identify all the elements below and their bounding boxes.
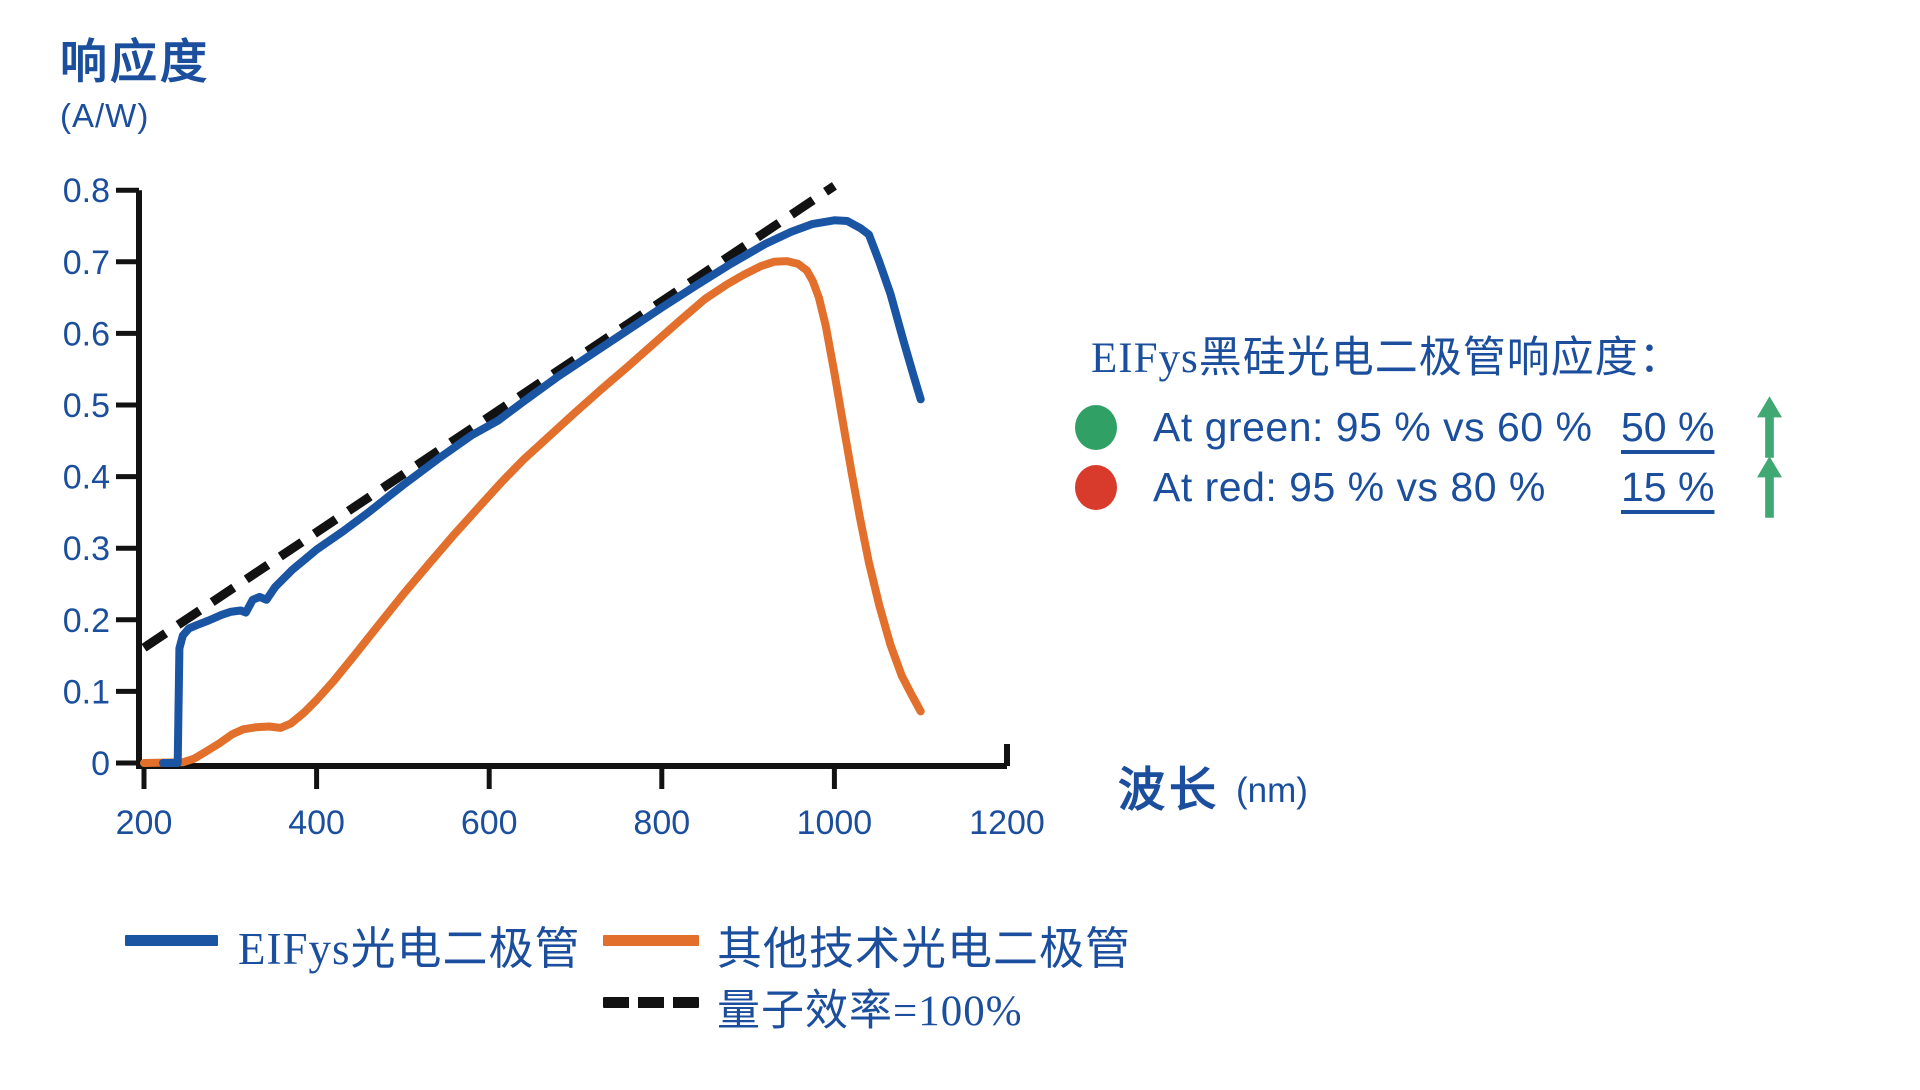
annotation-rows: At green: 95 % vs 60 % 50 % At red: 95 %…: [1075, 396, 1855, 519]
y-tick-label: 0.3: [63, 530, 110, 568]
annotation-delta-value: 50 %: [1621, 403, 1715, 450]
increase-arrow-shape: [1757, 456, 1782, 519]
annotation-row-label: At green: 95 % vs 60 %: [1153, 403, 1593, 450]
legend-label-qe: 量子效率=100%: [717, 988, 1023, 1035]
increase-arrow-shape: [1757, 396, 1782, 459]
x-axis-unit: (nm): [1236, 771, 1308, 810]
eifys-line: [159, 216, 925, 767]
green-dot-icon: [1075, 404, 1117, 450]
x-tick-label: 400: [288, 804, 345, 842]
y-axis-title-text: 响应度: [60, 37, 210, 89]
x-tick-label: 600: [461, 804, 518, 842]
x-axis-title: 波长 (nm): [1118, 768, 1308, 815]
x-tick-label: 1000: [797, 804, 873, 842]
y-tick-label: 0.4: [63, 459, 110, 497]
y-axis-unit: (A/W): [60, 97, 150, 134]
x-tick-label: 1200: [969, 804, 1045, 842]
y-tick-label: 0: [91, 745, 110, 783]
y-tick-label: 0.2: [63, 602, 110, 640]
legend-swatch-qe-dashed-line: [603, 997, 699, 1008]
y-tick-label: 0.5: [63, 387, 110, 425]
legend-swatch-eifys-line: [125, 935, 218, 946]
red-dot-icon: [1075, 464, 1117, 510]
y-axis-title: 响应度 (A/W): [60, 37, 210, 134]
chart-legend: EIFys光电二极管 其他技术光电二极管 量子效率=100%: [125, 912, 1275, 1042]
annotation-title: EIFys黑硅光电二极管响应度：: [1091, 335, 1683, 382]
axis-lines: [136, 190, 1007, 769]
x-axis-title-text: 波长: [1118, 765, 1220, 817]
legend-swatch-other-tech-line: [603, 935, 699, 946]
annotation-panel: EIFys黑硅光电二极管响应度： At green: 95 % vs 60 % …: [1075, 332, 1855, 519]
annotation-row-green: At green: 95 % vs 60 % 50 %: [1075, 396, 1855, 459]
x-tick-label: 200: [116, 804, 173, 842]
legend-label-other-tech: 其他技术光电二极管: [717, 924, 1132, 974]
legend-label-eifys: EIFys光电二极管: [238, 924, 581, 974]
x-tick-label: 800: [633, 804, 690, 842]
annotation-delta-value: 15 %: [1621, 463, 1715, 510]
y-tick-label: 0.8: [63, 172, 110, 210]
increase-arrow-icon: [1757, 456, 1782, 519]
y-tick-label: 0.7: [63, 244, 110, 282]
annotation-row-label: At red: 95 % vs 80 %: [1153, 463, 1546, 510]
other-tech-line: [140, 257, 925, 767]
annotation-row-red: At red: 95 % vs 80 % 15 %: [1075, 456, 1855, 519]
qe-100-line: [141, 182, 837, 652]
y-tick-label: 0.6: [63, 315, 110, 353]
y-tick-label: 0.1: [63, 673, 110, 711]
increase-arrow-icon: [1757, 396, 1782, 459]
